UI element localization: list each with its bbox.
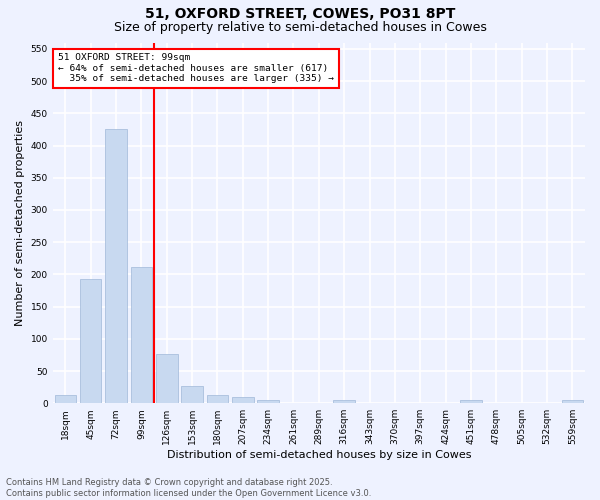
Bar — [181, 386, 203, 403]
Bar — [460, 400, 482, 403]
Bar — [156, 354, 178, 403]
Text: Size of property relative to semi-detached houses in Cowes: Size of property relative to semi-detach… — [113, 21, 487, 34]
Bar — [105, 130, 127, 403]
Text: Contains HM Land Registry data © Crown copyright and database right 2025.
Contai: Contains HM Land Registry data © Crown c… — [6, 478, 371, 498]
Bar — [232, 397, 254, 403]
Text: 51, OXFORD STREET, COWES, PO31 8PT: 51, OXFORD STREET, COWES, PO31 8PT — [145, 8, 455, 22]
Bar — [206, 395, 228, 403]
Bar — [562, 400, 583, 403]
Y-axis label: Number of semi-detached properties: Number of semi-detached properties — [15, 120, 25, 326]
Bar — [80, 279, 101, 403]
Bar — [334, 400, 355, 403]
Text: 51 OXFORD STREET: 99sqm
← 64% of semi-detached houses are smaller (617)
  35% of: 51 OXFORD STREET: 99sqm ← 64% of semi-de… — [58, 54, 334, 83]
X-axis label: Distribution of semi-detached houses by size in Cowes: Distribution of semi-detached houses by … — [167, 450, 471, 460]
Bar — [131, 266, 152, 403]
Bar — [55, 395, 76, 403]
Bar — [257, 400, 279, 403]
